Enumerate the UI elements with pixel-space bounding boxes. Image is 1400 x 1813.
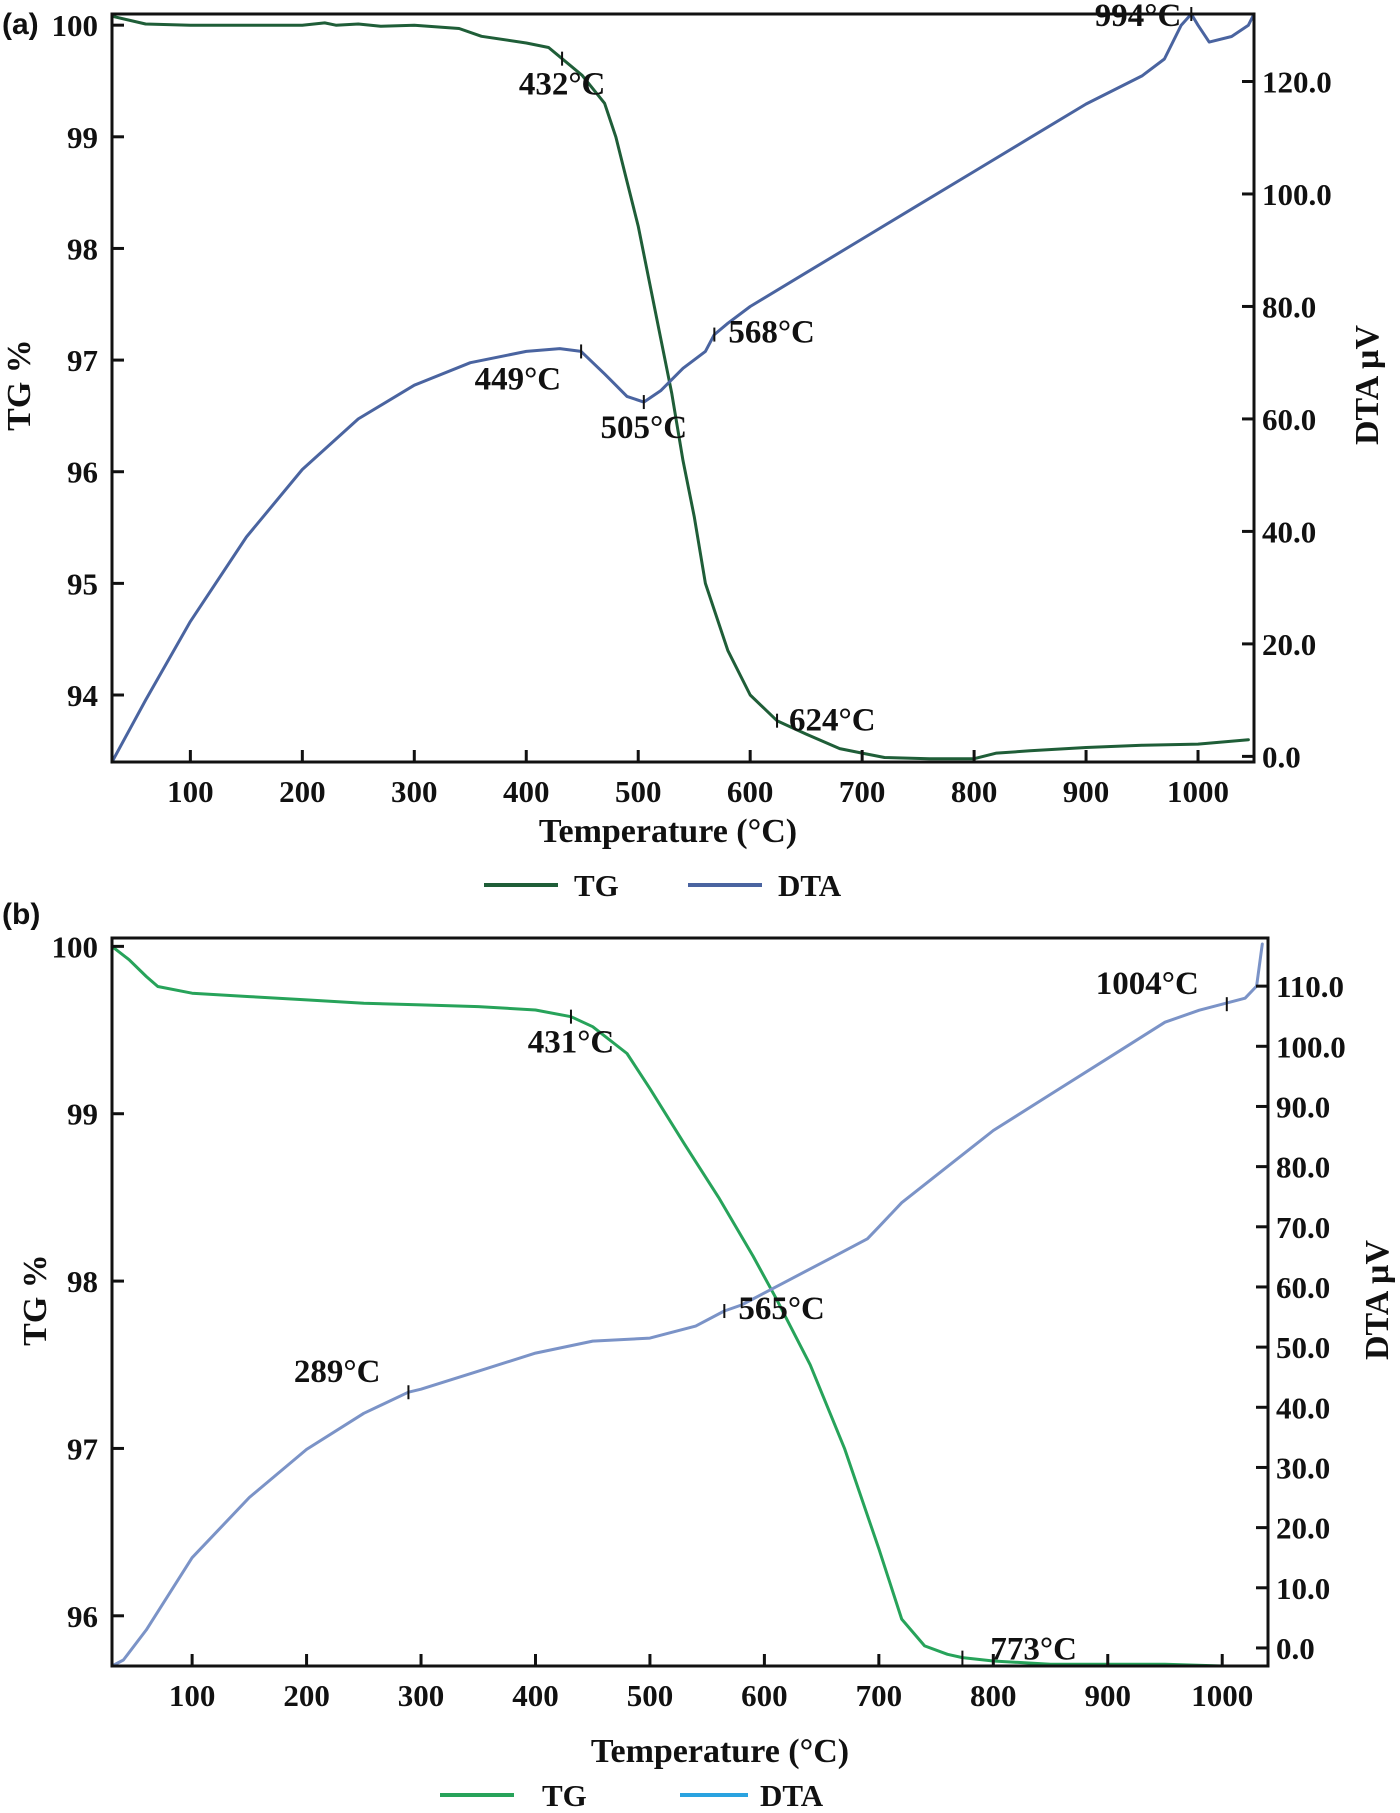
y-tick-label: 97: [67, 1431, 98, 1466]
y-tick-label: 99: [67, 120, 98, 155]
annotation-label: 624°C: [789, 703, 876, 739]
panel-a-y-axis-title: TG %: [1, 339, 38, 431]
x-tick-label: 900: [1085, 1678, 1132, 1713]
x-tick-label: 200: [283, 1678, 330, 1713]
y-tick-label: 99: [67, 1097, 98, 1132]
x-tick-label: 1000: [1167, 774, 1229, 809]
y2-tick-label: 40.0: [1276, 1390, 1330, 1425]
panel-a-dta-curve: [110, 12, 1256, 764]
y2-tick-label: 40.0: [1262, 514, 1316, 549]
panel-b-x-axis-title: Temperature (°C): [591, 1733, 849, 1770]
y2-tick-label: 120.0: [1262, 64, 1332, 99]
y2-tick-label: 110.0: [1276, 969, 1344, 1004]
annotation-label: 432°C: [519, 67, 606, 103]
y-tick-label: 96: [67, 455, 98, 490]
panel-b-right-ticks: 0.0 10.0 20.0 30.0 40.0 50.0 60.0 70.0 80.0 90.0 1…: [1256, 969, 1346, 1666]
panel-b-dta-curve: [110, 942, 1264, 1668]
panel-b-y-axis-title: TG %: [17, 1254, 54, 1346]
x-tick-label: 300: [398, 1678, 445, 1713]
y2-tick-label: 50.0: [1276, 1330, 1330, 1365]
x-tick-label: 800: [970, 1678, 1017, 1713]
panel-b-x-ticks: 100 200 300 400 500 600 700 800 900 1000: [169, 1654, 1253, 1713]
panel-b: (b) 100 200 300 400 500 600 700 800 900 1000 96 97…: [2, 898, 1396, 1813]
panel-b-tg-curve: [110, 944, 1270, 1668]
panel-b-annotations: 289°C 431°C 565°C 773°C 1004°C: [294, 966, 1228, 1668]
y2-tick-label: 20.0: [1276, 1511, 1330, 1546]
panel-b-plot-frame: [110, 936, 1270, 1668]
x-tick-label: 500: [627, 1678, 674, 1713]
annotation-label: 289°C: [294, 1354, 381, 1390]
annotation-label: 773°C: [990, 1632, 1077, 1668]
y-tick-label: 98: [67, 1264, 98, 1299]
panel-a-x-axis-title: Temperature (°C): [539, 813, 797, 850]
panel-a-right-ticks: 0.0 20.0 40.0 60.0 80.0 100.0 120.0: [1242, 64, 1332, 774]
annotation-label: 1004°C: [1096, 966, 1199, 1002]
x-tick-label: 300: [391, 774, 438, 809]
y2-tick-label: 30.0: [1276, 1450, 1330, 1485]
y2-tick-label: 10.0: [1276, 1571, 1330, 1606]
x-tick-label: 700: [856, 1678, 903, 1713]
panel-b-left-ticks: 96 97 98 99 100: [52, 929, 124, 1634]
annotation-label: 449°C: [475, 361, 562, 397]
y2-tick-label: 80.0: [1262, 289, 1316, 324]
y2-tick-label: 100.0: [1276, 1029, 1346, 1064]
x-tick-label: 600: [727, 774, 774, 809]
annotation-label: 994°C: [1095, 0, 1182, 34]
y-tick-label: 94: [67, 678, 98, 713]
panel-b-y2-axis-title: DTA µV: [1359, 1240, 1396, 1360]
panel-a: (a) 100 200 300 400 500 600 700 800 900 1000 94 95…: [1, 0, 1386, 903]
y-tick-label: 98: [67, 231, 98, 266]
panel-b-legend-dta-label: DTA: [760, 1778, 824, 1813]
x-tick-label: 900: [1063, 774, 1110, 809]
x-tick-label: 500: [615, 774, 662, 809]
y2-tick-label: 60.0: [1262, 402, 1316, 437]
y-tick-label: 100: [52, 8, 99, 43]
annotation-label: 565°C: [738, 1291, 825, 1327]
y-tick-label: 100: [52, 929, 99, 964]
panel-a-label: (a): [2, 8, 39, 41]
panel-a-legend: TG DTA: [484, 868, 842, 903]
y2-tick-label: 60.0: [1276, 1270, 1330, 1305]
x-tick-label: 100: [169, 1678, 216, 1713]
panel-a-curves: [110, 12, 1256, 764]
panel-a-tg-curve: [110, 14, 1250, 761]
y2-tick-label: 20.0: [1262, 627, 1316, 662]
panel-a-plot-frame: [110, 12, 1256, 764]
panel-b-legend: TG DTA: [440, 1778, 824, 1813]
y2-tick-label: 100.0: [1262, 177, 1332, 212]
y-tick-label: 95: [67, 566, 98, 601]
y2-tick-label: 0.0: [1276, 1631, 1315, 1666]
panel-a-left-ticks: 94 95 96 97 98 99 100: [52, 8, 124, 713]
y2-tick-label: 0.0: [1262, 739, 1301, 774]
x-tick-label: 400: [512, 1678, 559, 1713]
x-tick-label: 200: [279, 774, 326, 809]
y-tick-label: 97: [67, 343, 98, 378]
panel-b-label: (b): [2, 898, 40, 931]
x-tick-label: 100: [167, 774, 214, 809]
panel-a-legend-dta-label: DTA: [778, 868, 842, 903]
y2-tick-label: 70.0: [1276, 1210, 1330, 1245]
x-tick-label: 800: [951, 774, 998, 809]
annotation-label: 431°C: [528, 1025, 615, 1061]
panel-b-legend-tg-label: TG: [542, 1778, 587, 1813]
y2-tick-label: 90.0: [1276, 1089, 1330, 1124]
x-tick-label: 600: [741, 1678, 788, 1713]
y-tick-label: 96: [67, 1599, 98, 1634]
panel-a-y2-axis-title: DTA µV: [1349, 325, 1386, 445]
y2-tick-label: 80.0: [1276, 1150, 1330, 1185]
panel-b-curves: [110, 942, 1270, 1668]
panel-a-legend-tg-label: TG: [574, 868, 619, 903]
panel-a-annotations: 432°C 449°C 505°C 568°C 624°C 994°C: [475, 0, 1193, 739]
x-tick-label: 400: [503, 774, 550, 809]
annotation-label: 505°C: [601, 410, 688, 446]
x-tick-label: 700: [839, 774, 886, 809]
annotation-label: 568°C: [728, 315, 815, 351]
x-tick-label: 1000: [1191, 1678, 1253, 1713]
panel-a-x-ticks: 100 200 300 400 500 600 700 800 900 1000: [167, 750, 1229, 809]
